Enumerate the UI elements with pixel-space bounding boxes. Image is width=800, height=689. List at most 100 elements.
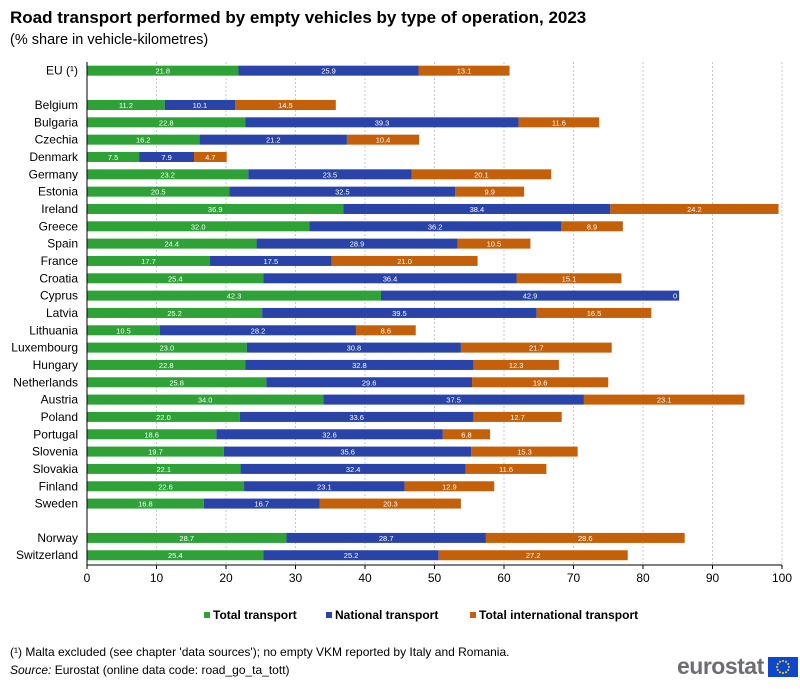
bar-segment <box>323 394 584 405</box>
data-label: 16.2 <box>136 136 151 145</box>
bar-segment <box>518 117 600 128</box>
bar-segment <box>87 532 287 543</box>
x-tick-label: 80 <box>636 571 650 585</box>
bar-segment <box>87 151 140 162</box>
category-label: Ireland <box>41 202 78 216</box>
bar-segment <box>263 550 439 561</box>
category-label: Slovenia <box>32 445 78 459</box>
x-tick-label: 20 <box>219 571 233 585</box>
data-label: 0 <box>673 292 677 301</box>
x-tick-label: 0 <box>84 571 91 585</box>
data-label: 25.9 <box>321 67 336 76</box>
data-label: 25.4 <box>168 274 183 283</box>
bar-segment <box>87 307 263 318</box>
category-label: Portugal <box>33 427 78 441</box>
bar-segment <box>210 255 332 266</box>
data-label: 36.2 <box>428 222 443 231</box>
bar-segment <box>248 169 412 180</box>
data-label: 32.6 <box>322 430 337 439</box>
category-label: Spain <box>47 237 78 251</box>
bar-segment <box>87 481 245 492</box>
data-label: 22.8 <box>159 361 174 370</box>
category-label: Lithuania <box>29 323 78 337</box>
bar-segment <box>87 134 200 145</box>
category-label: Bulgaria <box>34 115 78 129</box>
bar-segment <box>286 532 486 543</box>
x-tick-label: 50 <box>428 571 442 585</box>
data-label: 7.5 <box>108 153 118 162</box>
bar-segment <box>87 255 211 266</box>
x-tick-label: 30 <box>289 571 303 585</box>
bar-segment <box>87 342 247 353</box>
data-label: 23.2 <box>160 170 175 179</box>
bar-segment <box>418 65 510 76</box>
x-tick-label: 70 <box>567 571 581 585</box>
x-tick-label: 60 <box>497 571 511 585</box>
data-label: 28.9 <box>350 240 365 249</box>
data-label: 19.7 <box>148 448 163 457</box>
bar-segment <box>343 203 611 214</box>
data-label: 22.8 <box>159 118 174 127</box>
bar-segment <box>87 99 165 110</box>
data-label: 11.6 <box>499 465 513 474</box>
category-label: Croatia <box>39 271 78 285</box>
data-label: 10.5 <box>487 240 502 249</box>
bar-segment <box>223 446 472 457</box>
bar-segment <box>560 221 623 232</box>
bar-segment <box>164 99 236 110</box>
bar-segment <box>263 273 517 284</box>
x-tick-label: 40 <box>358 571 372 585</box>
bar-segment <box>438 550 628 561</box>
data-label: 32.0 <box>191 222 206 231</box>
data-label: 34.0 <box>198 396 213 405</box>
data-label: 22.6 <box>158 482 173 491</box>
data-label: 23.0 <box>160 344 175 353</box>
data-label: 25.2 <box>167 309 182 318</box>
data-label: 25.8 <box>169 378 184 387</box>
bar-segment <box>246 342 461 353</box>
bar-segment <box>203 498 320 509</box>
data-label: 19.6 <box>533 378 548 387</box>
data-label: 21.0 <box>397 257 412 266</box>
bar-segment <box>309 221 561 232</box>
bar-segment <box>610 203 779 214</box>
bar-segment <box>346 134 420 145</box>
data-label: 39.3 <box>375 118 390 127</box>
bar-segment <box>87 273 264 284</box>
bar-segment <box>216 429 443 440</box>
category-label: Finland <box>39 479 78 493</box>
bar-segment <box>472 377 609 388</box>
data-label: 21.7 <box>529 344 544 353</box>
eurostat-wordmark: eurostat <box>677 653 764 679</box>
data-label: 28.6 <box>578 534 593 543</box>
data-label: 20.5 <box>151 188 166 197</box>
stacked-bar-chart: EU (¹) 21.8 25.9 13.1 Belgium 11.2 10.1 14.5 Bul… <box>11 62 792 622</box>
source-text: Eurostat (online data code: road_go_ta_t… <box>51 663 290 677</box>
bar-segment <box>245 117 519 128</box>
bar-segment <box>516 273 622 284</box>
data-label: 17.7 <box>141 257 156 266</box>
bar-segment <box>485 532 685 543</box>
bar-segment <box>262 307 537 318</box>
bar-segment <box>266 377 473 388</box>
bar-segment <box>465 463 547 474</box>
data-label: 15.1 <box>562 274 577 283</box>
bar-segment <box>455 186 525 197</box>
legend-label: Total international transport <box>479 608 638 622</box>
data-label: 18.6 <box>144 430 159 439</box>
data-label: 15.3 <box>517 448 532 457</box>
category-label: Cyprus <box>40 289 78 303</box>
bar-segment <box>87 203 344 214</box>
category-label: Poland <box>41 410 78 424</box>
data-label: 8.6 <box>381 326 391 335</box>
category-label: Slovakia <box>33 462 79 476</box>
bar-segment <box>87 463 241 474</box>
data-label: 23.1 <box>317 482 332 491</box>
data-label: 10.5 <box>116 326 131 335</box>
bar-segment <box>87 394 324 405</box>
data-label: 24.2 <box>687 205 702 214</box>
bar-segment <box>411 169 552 180</box>
bar-segment <box>199 134 347 145</box>
bar-segment <box>87 169 249 180</box>
bar-segment <box>87 325 160 336</box>
